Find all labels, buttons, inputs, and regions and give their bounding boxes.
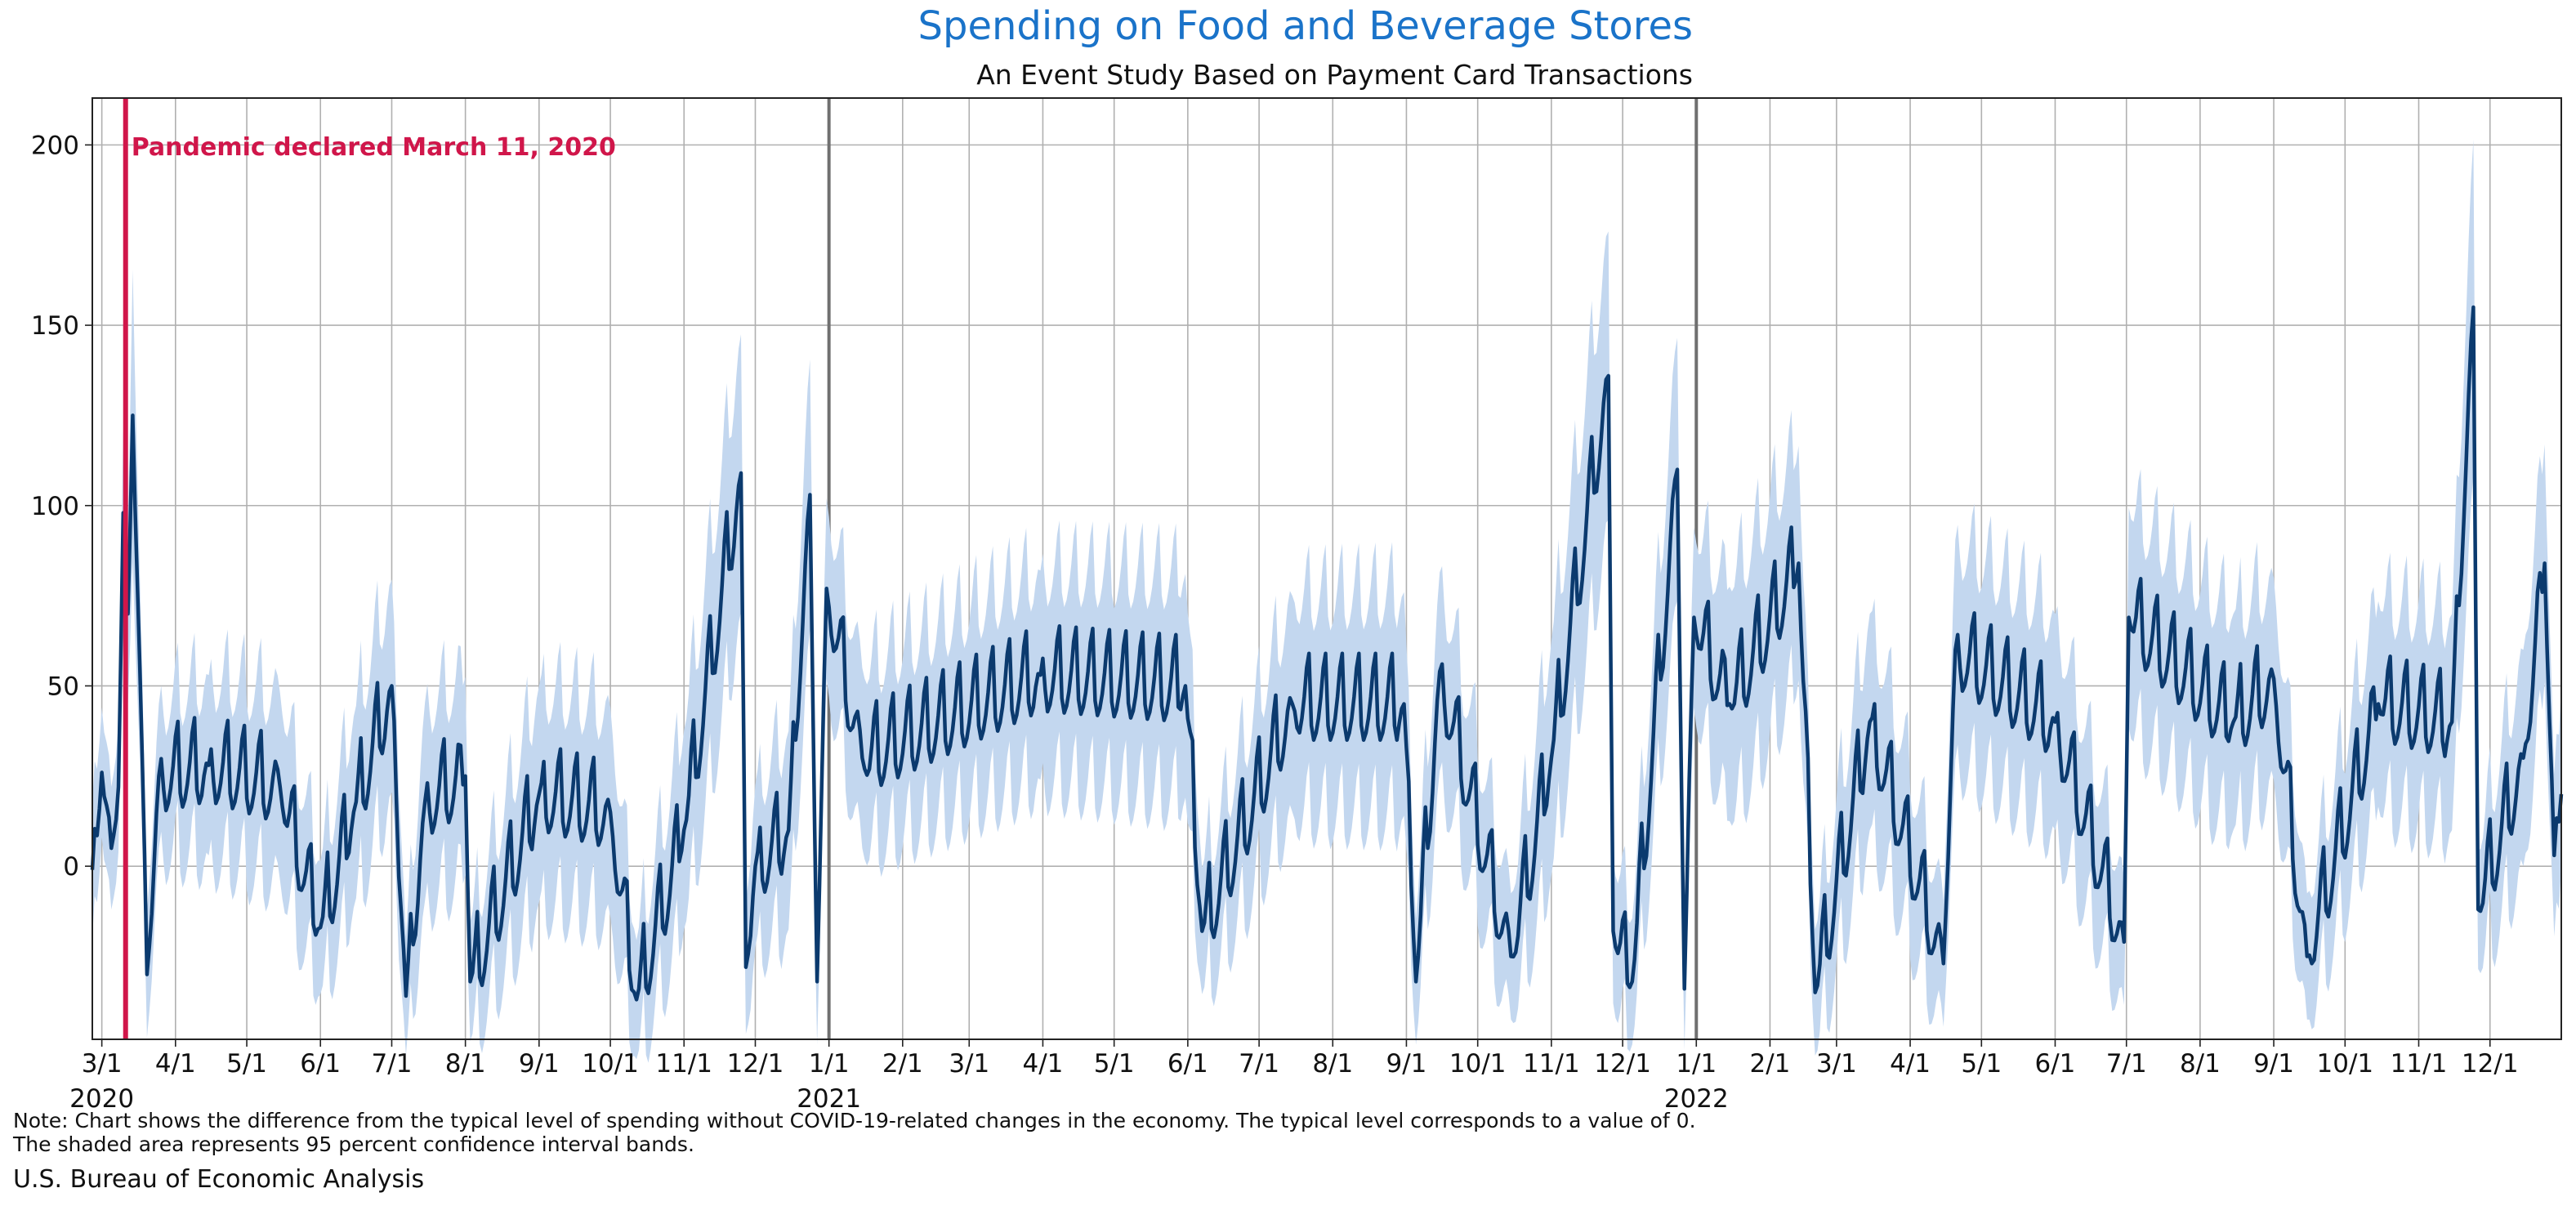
x-tick-label: 5/1: [1961, 1049, 2002, 1079]
x-tick-label: 9/1: [1386, 1049, 1426, 1079]
x-tick-label: 5/1: [226, 1049, 267, 1079]
source-label: U.S. Bureau of Economic Analysis: [13, 1165, 425, 1194]
x-tick-label: 10/1: [582, 1049, 639, 1079]
x-tick-label: 8/1: [445, 1049, 486, 1079]
x-tick-label: 8/1: [2180, 1049, 2221, 1079]
x-tick-label: 7/1: [372, 1049, 413, 1079]
x-tick-label: 10/1: [1449, 1049, 1507, 1079]
x-tick-label: 9/1: [2253, 1049, 2294, 1079]
x-tick-label: 10/1: [2317, 1049, 2374, 1079]
x-tick-label: 4/1: [1022, 1049, 1063, 1079]
x-tick-label: 12/1: [1594, 1049, 1651, 1079]
confidence-band-layer: [92, 139, 2561, 1063]
x-tick-label: 12/1: [727, 1049, 784, 1079]
chart-subtitle: An Event Study Based on Payment Card Tra…: [976, 59, 1693, 91]
spending-series-line: [90, 305, 2564, 1002]
event-layer: Pandemic declared March 11, 2020: [123, 98, 616, 1039]
series-line-layer: [90, 305, 2564, 1002]
x-year-label: 2020: [69, 1084, 134, 1114]
chart-note-band: The shaded area represents 95 percent co…: [13, 1132, 694, 1156]
y-tick-label: 100: [31, 492, 79, 521]
x-tick-label: 9/1: [519, 1049, 560, 1079]
y-tick-label: 150: [31, 311, 79, 341]
x-tick-label: 8/1: [1312, 1049, 1353, 1079]
x-tick-label: 1/1: [1676, 1049, 1717, 1079]
x-tick-label: 6/1: [1167, 1049, 1208, 1079]
y-tick-label: 50: [47, 672, 79, 701]
x-tick-label: 4/1: [155, 1049, 196, 1079]
x-year-label: 2021: [797, 1084, 861, 1114]
x-tick-label: 3/1: [949, 1049, 989, 1079]
x-tick-label: 3/1: [82, 1049, 123, 1079]
pandemic-event-label: Pandemic declared March 11, 2020: [132, 133, 616, 162]
x-tick-label: 5/1: [1094, 1049, 1135, 1079]
x-tick-label: 6/1: [2035, 1049, 2076, 1079]
y-tick-label: 200: [31, 131, 79, 160]
x-year-label: 2022: [1664, 1084, 1729, 1114]
x-tick-label: 6/1: [300, 1049, 341, 1079]
x-tick-label: 11/1: [1523, 1049, 1580, 1079]
x-tick-label: 2/1: [882, 1049, 923, 1079]
x-tick-label: 7/1: [1239, 1049, 1279, 1079]
chart-title: Spending on Food and Beverage Stores: [917, 3, 1694, 49]
plot-frame: [92, 97, 2562, 1040]
x-tick-label: 1/1: [809, 1049, 850, 1079]
y-tick-label: 0: [63, 852, 79, 882]
x-tick-label: 12/1: [2462, 1049, 2519, 1079]
x-tick-label: 3/1: [1816, 1049, 1857, 1079]
x-tick-label: 2/1: [1750, 1049, 1791, 1079]
x-tick-label: 4/1: [1890, 1049, 1931, 1079]
x-tick-label: 11/1: [655, 1049, 712, 1079]
axis-layer: 0 50 100 150 200 3/1 2020 4/1 5/1 6/1 7/1 8/1 9/1 10/…: [31, 97, 2562, 1114]
confidence-band: [92, 139, 2561, 1063]
x-tick-label: 11/1: [2391, 1049, 2448, 1079]
x-tick-label: 7/1: [2106, 1049, 2147, 1079]
chart-note: Note: Chart shows the difference from th…: [13, 1109, 1696, 1132]
